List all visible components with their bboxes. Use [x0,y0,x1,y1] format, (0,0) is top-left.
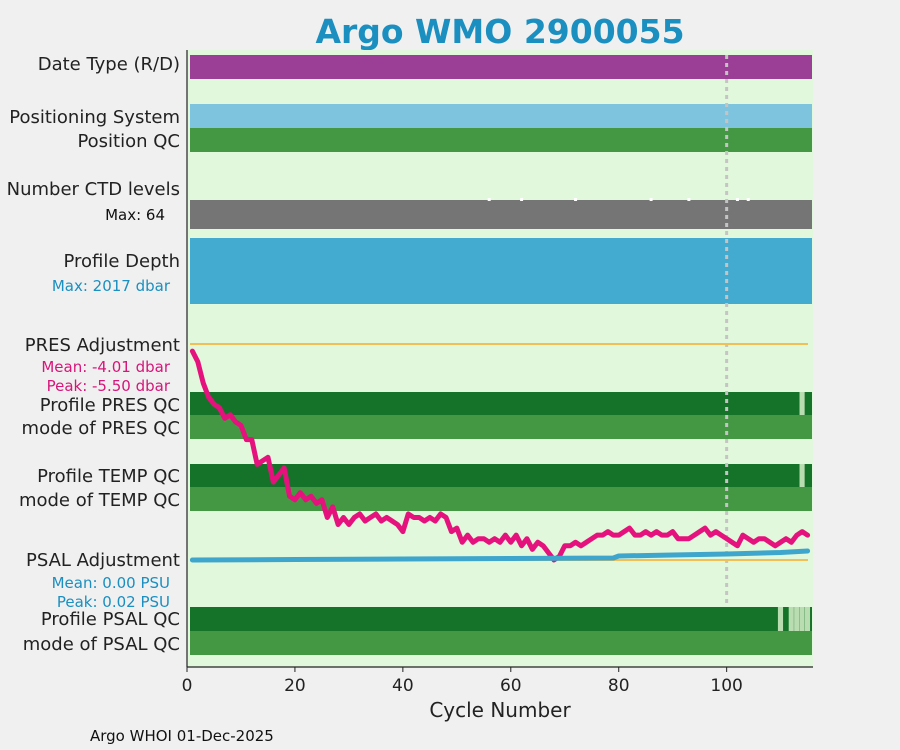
ctd-missing-tick [487,198,491,201]
x-tick-label: 0 [182,676,193,696]
x-axis-label: Cycle Number [429,698,571,722]
x-tick-label: 80 [608,676,630,696]
positioning-system-bar [190,104,812,128]
x-tick-label: 60 [500,676,522,696]
profile-temp-qc-light-segments [799,464,805,487]
profile-pres-qc-bar [190,392,812,415]
qc-light-segment [799,607,805,631]
label-pres-peak: Peak: -5.50 dbar [47,377,171,395]
qc-light-segment [799,464,805,487]
label-profile-pres-qc: Profile PRES QC [40,395,180,416]
label-mode-pres-qc: mode of PRES QC [22,418,180,439]
label-mode-psal-qc: mode of PSAL QC [23,634,180,655]
ctd-levels-bar [190,200,812,229]
label-date-type: Date Type (R/D) [38,54,180,75]
x-tick-label: 20 [284,676,306,696]
plot-background [187,50,813,667]
label-pres-adjustment: PRES Adjustment [25,335,180,356]
ctd-missing-tick [574,198,578,201]
label-depth-max: Max: 2017 dbar [52,277,171,295]
label-psal-peak: Peak: 0.02 PSU [57,593,170,611]
label-pres-mean: Mean: -4.01 dbar [41,358,171,376]
mode-pres-qc-bar [190,415,812,439]
qc-light-segment [777,607,784,631]
label-mode-temp-qc: mode of TEMP QC [19,490,180,511]
ctd-missing-tick [687,198,691,201]
x-axis-ticks: 0 20 40 60 80 100 [182,667,743,696]
x-tick-label: 40 [392,676,414,696]
qc-light-segment [804,607,811,631]
pres-adjustment-series [189,348,811,563]
ctd-missing-tick [520,198,524,201]
mode-psal-qc-bar [190,631,812,655]
qc-light-segment [788,607,794,631]
label-positioning-system: Positioning System [9,107,180,128]
qc-light-segment [794,607,800,631]
ctd-missing-tick [735,198,739,201]
ctd-missing-ticks [487,198,750,201]
label-ctd-levels: Number CTD levels [7,179,180,200]
profile-temp-qc-bar [190,464,812,487]
chart-title: Argo WMO 2900055 [315,12,684,51]
qc-light-segment [799,392,805,415]
label-position-qc: Position QC [77,131,180,152]
label-profile-psal-qc: Profile PSAL QC [41,609,180,630]
ctd-missing-tick [746,198,750,201]
label-psal-mean: Mean: 0.00 PSU [52,574,170,592]
x-tick-label: 100 [710,676,742,696]
label-profile-temp-qc: Profile TEMP QC [37,466,180,487]
ctd-missing-tick [649,198,653,201]
label-ctd-max: Max: 64 [105,206,165,224]
mode-temp-qc-bar [190,487,812,511]
date-type-bar [190,55,812,79]
profile-depth-bar [190,238,812,304]
label-profile-depth: Profile Depth [63,251,180,272]
label-psal-adjustment: PSAL Adjustment [26,550,180,571]
plot-area [186,50,813,668]
footer-credit: Argo WHOI 01-Dec-2025 [90,727,274,745]
profile-pres-qc-light-segments [799,392,805,415]
profile-psal-qc-bar [190,607,812,631]
profile-psal-qc-light-segments [777,607,811,631]
row-labels: Date Type (R/D) Positioning System Posit… [7,54,180,655]
psal-adjustment-series [189,548,811,563]
position-qc-bar [190,128,812,152]
